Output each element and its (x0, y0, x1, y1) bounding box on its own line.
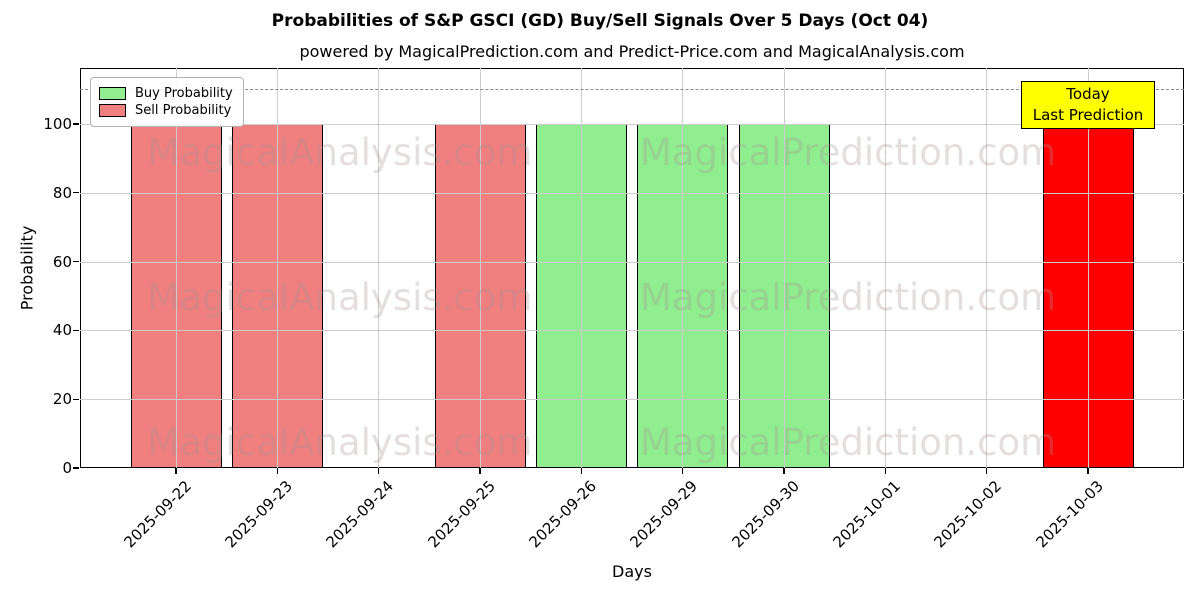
h-gridline-20 (80, 399, 1184, 401)
v-gridline-2025-10-03 (1087, 68, 1089, 468)
x-tick-2025-10-01 (884, 468, 886, 474)
threshold-dashed-line (80, 88, 1184, 90)
h-gridline-40 (80, 330, 1184, 332)
v-gridline-2025-10-02 (986, 68, 988, 468)
legend-item-sell: Sell Probability (99, 103, 233, 118)
y-tick-label-60: 60 (52, 252, 72, 271)
v-gridline-2025-10-01 (884, 68, 886, 468)
x-tick-2025-09-23 (276, 468, 278, 474)
v-gridline-2025-09-29 (682, 68, 684, 468)
x-tick-label-2025-10-01: 2025-10-01 (829, 477, 905, 552)
v-gridline-2025-09-30 (783, 68, 785, 468)
y-tick-label-80: 80 (52, 183, 72, 202)
y-tick-80 (73, 192, 79, 194)
buy-swatch-icon (99, 87, 126, 100)
annotation-line-2: Last Prediction (1032, 106, 1144, 124)
x-tick-2025-09-30 (783, 468, 785, 474)
y-tick-20 (73, 398, 79, 400)
h-gridline-80 (80, 192, 1184, 194)
y-tick-100 (73, 123, 79, 125)
v-gridline-2025-09-24 (378, 68, 380, 468)
legend-label-sell: Sell Probability (135, 103, 232, 118)
v-gridline-2025-09-26 (580, 68, 582, 468)
chart-title: Probabilities of S&P GSCI (GD) Buy/Sell … (271, 11, 929, 31)
x-axis-label: Days (612, 562, 652, 581)
x-tick-2025-09-25 (479, 468, 481, 474)
y-tick-label-100: 100 (43, 115, 72, 134)
x-tick-2025-09-22 (175, 468, 177, 474)
x-tick-label-2025-09-24: 2025-09-24 (323, 477, 398, 552)
sell-swatch-icon (99, 104, 126, 117)
v-gridline-2025-09-22 (175, 68, 177, 468)
x-tick-label-2025-10-03: 2025-10-03 (1032, 477, 1107, 552)
v-gridline-2025-09-25 (479, 68, 481, 468)
x-tick-label-2025-09-23: 2025-09-23 (221, 477, 297, 552)
h-gridline-100 (80, 124, 1184, 126)
x-tick-2025-10-03 (1087, 468, 1089, 474)
x-tick-2025-09-26 (580, 468, 582, 474)
x-tick-2025-10-02 (986, 468, 988, 474)
legend: Buy Probability Sell Probability (90, 77, 244, 127)
h-gridline-60 (80, 261, 1184, 263)
y-tick-label-20: 20 (52, 390, 72, 409)
y-tick-60 (73, 261, 79, 263)
y-tick-40 (73, 329, 79, 331)
legend-label-buy: Buy Probability (135, 86, 233, 101)
x-tick-label-2025-10-02: 2025-10-02 (931, 477, 1006, 552)
legend-item-buy: Buy Probability (99, 86, 233, 101)
annotation-line-1: Today (1066, 85, 1110, 103)
x-tick-label-2025-09-22: 2025-09-22 (120, 477, 195, 552)
x-tick-label-2025-09-26: 2025-09-26 (525, 477, 601, 552)
v-gridline-2025-09-23 (276, 68, 278, 468)
x-tick-label-2025-09-25: 2025-09-25 (424, 477, 499, 552)
x-tick-2025-09-29 (682, 468, 684, 474)
y-tick-0 (73, 467, 79, 469)
chart-subtitle: powered by MagicalPrediction.com and Pre… (299, 42, 965, 61)
x-tick-2025-09-24 (378, 468, 380, 474)
y-tick-label-0: 0 (62, 459, 72, 477)
x-tick-label-2025-09-29: 2025-09-29 (627, 477, 702, 552)
today-annotation: Today Last Prediction (1021, 81, 1155, 129)
x-tick-label-2025-09-30: 2025-09-30 (728, 477, 803, 552)
y-tick-label-40: 40 (52, 321, 72, 340)
